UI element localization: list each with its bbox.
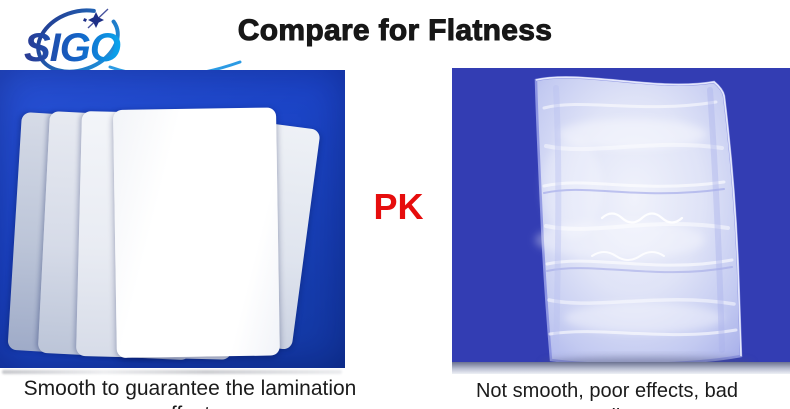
left-photo-flat-pouches (0, 70, 345, 368)
left-caption: Smooth to guarantee the lamination effec… (23, 377, 357, 409)
pouch-sheet-front (113, 107, 280, 358)
star-dot-icon (83, 18, 87, 22)
sigo-logo: SIGO (24, 8, 242, 78)
photo-edge-shadow (2, 370, 342, 374)
star-icon (88, 12, 104, 28)
bag-sheen (535, 119, 724, 333)
right-photo-wrinkled-pouches (452, 68, 790, 374)
bag-wrinkles (542, 85, 738, 355)
right-caption: Not smooth, poor effects, bad quality (475, 380, 738, 409)
bag-rim-highlight (535, 76, 742, 357)
table-edge-band (452, 362, 790, 374)
logo-text: SIGO (24, 26, 121, 70)
versus-label: PK (373, 186, 424, 227)
page-title: Compare for Flatness (237, 14, 553, 48)
wrinkled-bag-illustration (452, 76, 790, 374)
